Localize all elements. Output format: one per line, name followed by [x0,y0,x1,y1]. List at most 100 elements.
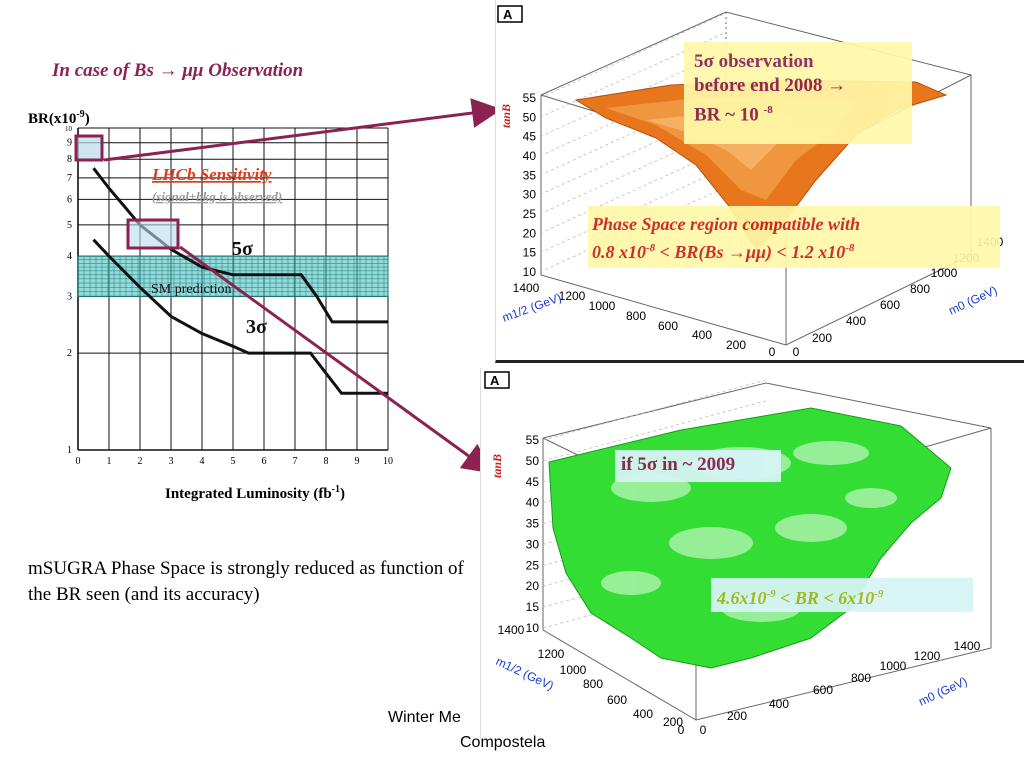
y-axis-label: m0 (GeV) [916,674,969,709]
y-tick-label: 4 [67,251,72,262]
y-tick-label: 3 [67,291,72,302]
phase-space-note: Phase Space region compatible with 0.8 x… [588,206,1000,268]
callout-2009: if 5σ in ~ 2009 [615,450,781,482]
z-tick-label: 35 [523,168,537,182]
x-tick-label: 800 [626,309,646,323]
phase-space-plot-bottom: A 10 15 20 25 30 35 40 45 50 55 1400 1200 1000 800 60… [480,368,1024,740]
x-tick-label: 1 [107,456,112,467]
z-tick-label: 10 [526,621,540,635]
x-tick-label: 3 [169,456,174,467]
y-tick-label: 10 [65,125,73,133]
z-tick-label: 40 [523,149,537,163]
y-axis-label: m0 (GeV) [946,283,999,318]
footer-line-1: Winter Me [388,709,461,726]
z-tick-label: 15 [523,246,537,260]
x-tick-labels: 0 1 2 3 4 5 6 7 8 9 10 [76,456,394,467]
z-tick-label: 55 [523,91,537,105]
label-5sigma: 5σ [232,238,253,260]
y-tick-label: 0 [793,345,800,359]
z-tick-labels: 10 15 20 25 30 35 40 45 50 55 [526,433,540,635]
x-tick-label: 400 [633,707,653,721]
y-tick-label: 600 [813,683,833,697]
z-tick-label: 55 [526,433,540,447]
slide-title: In case of Bs → μμ Observation [52,60,304,81]
x-tick-label: 800 [583,677,603,691]
y-tick-label: 2 [67,348,72,359]
note-line-1: Phase Space region compatible with [592,214,860,234]
y-tick-label: 7 [67,173,72,184]
x-tick-label: 1000 [589,299,616,313]
sensitivity-subtitle: (signal+bkg is observed) [152,189,282,204]
y-tick-label: 400 [769,697,789,711]
panel-tag-box [497,5,523,23]
observation-callout: 5σ observation before end 2008 → BR ~ 10… [684,42,912,144]
y-tick-label: 9 [67,138,72,149]
y-tick-label: 800 [851,671,871,685]
x-tick-label: 0 [76,456,81,467]
y-tick-labels: 0 200 400 600 800 1000 1200 1400 [700,639,981,737]
z-tick-label: 20 [523,226,537,240]
z-gridline [542,400,767,462]
z-tick-label: 35 [526,517,540,531]
x-tick-label: 2 [138,456,143,467]
callout-line-1: 5σ observation [694,51,814,72]
x-tick-label: 600 [607,693,627,707]
highlight-box-lower [126,218,180,250]
label-3sigma: 3σ [246,316,267,338]
y-tick-label: 6 [67,194,72,205]
z-tick-label: 45 [526,475,540,489]
z-tick-label: 25 [523,207,537,221]
y-tick-label: 1400 [954,639,981,653]
y-tick-label: 800 [910,282,930,296]
x-axis-label: m1/2 (GeV) [500,290,563,324]
luminosity-plot: BR(x10-9) LHCb Sensitivity (signal+bkg i… [20,100,410,510]
sm-prediction-label: SM prediction [151,282,232,297]
z-tick-label: 40 [526,496,540,510]
z-axis-label: tanB [499,104,513,128]
x-tick-label: 200 [726,338,746,352]
y-axis-label: BR(x10-9) [28,109,90,127]
slide-body-text: mSUGRA Phase Space is strongly reduced a… [28,558,464,605]
x-tick-label: 8 [324,456,329,467]
lhcb-sensitivity-label: LHCb Sensitivity [151,165,272,184]
z-tick-label: 30 [526,537,540,551]
z-tick-label: 45 [523,130,537,144]
highlight-box-upper [74,134,104,162]
callout-line-3: BR ~ 10 -8 [694,104,773,126]
x-tick-label: 0 [769,345,776,359]
x-tick-label: 600 [658,319,678,333]
callout-line-2: before end 2008 → [694,75,847,96]
panel-tag: A [490,373,500,388]
y-tick-label: 400 [846,314,866,328]
y-tick-label: 200 [812,331,832,345]
x-tick-label: 5 [231,456,236,467]
x-tick-label: 6 [262,456,267,467]
x-tick-label: 400 [692,328,712,342]
y-tick-label: 1200 [914,649,941,663]
y-tick-label: 0 [700,723,707,737]
z-tick-label: 50 [526,454,540,468]
luminosity-plot-svg: BR(x10-9) LHCb Sensitivity (signal+bkg i… [28,109,394,502]
panel-tag-box [484,371,510,389]
y-tick-label: 200 [727,709,747,723]
x-tick-label: 9 [355,456,360,467]
note-line-2: 0.8 x10-8 < BR(Bs →μμ) < 1.2 x10-8 [592,242,855,262]
x-tick-label: 0 [678,723,685,737]
x-tick-label: 1000 [560,663,587,677]
z-gridline [539,12,727,99]
z-tick-label: 10 [523,265,537,279]
x-axis-label: Integrated Luminosity (fb-1) [165,484,345,502]
x-tick-label: 1200 [538,647,565,661]
br-range-note: 4.6x10-9 < BR < 6x10-9 [711,578,973,612]
y-tick-label: 5 [67,220,72,231]
x-tick-label: 200 [663,715,683,729]
y-tick-label: 1 [67,445,72,456]
y-tick-label: 1000 [880,659,907,673]
x-tick-label: 1200 [559,289,586,303]
z-tick-label: 30 [523,188,537,202]
z-tick-label: 25 [526,558,540,572]
phase-space-plot-top: A 10 15 20 25 30 35 40 45 50 55 1400 1200 1000 800 60… [495,0,1024,363]
y-tick-label: 8 [67,154,72,165]
